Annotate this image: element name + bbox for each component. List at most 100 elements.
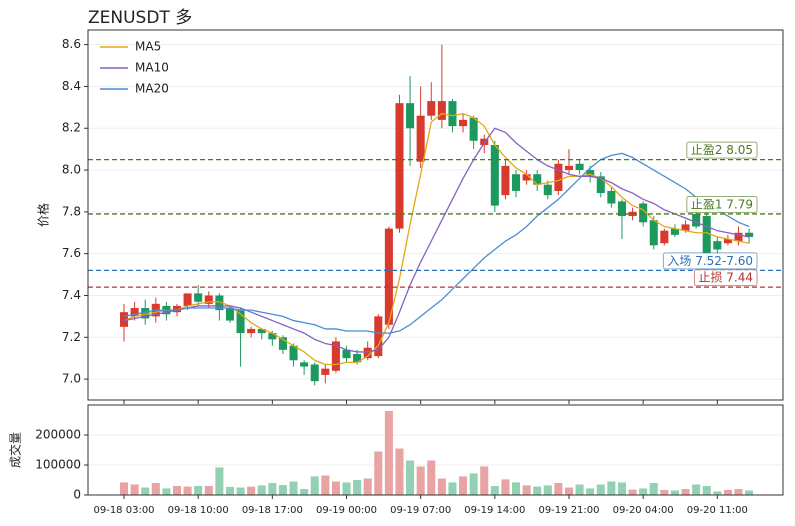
volume-bar bbox=[416, 466, 425, 495]
candle-body bbox=[586, 170, 595, 177]
y-tick-label: 7.4 bbox=[62, 288, 81, 302]
volume-bar bbox=[406, 460, 415, 495]
candle-body bbox=[289, 345, 298, 361]
y-tick-label: 100000 bbox=[35, 458, 81, 472]
candle-body bbox=[448, 101, 457, 127]
level-label: 入场 7.52-7.60 bbox=[667, 254, 753, 268]
candle-body bbox=[511, 174, 521, 191]
x-tick-label: 09-19 21:00 bbox=[538, 505, 599, 516]
volume-bar bbox=[300, 489, 309, 495]
x-tick-label: 09-19 14:00 bbox=[464, 505, 525, 516]
candle-body bbox=[194, 293, 203, 302]
candle-body bbox=[225, 308, 234, 321]
candle-body bbox=[416, 115, 425, 162]
candle-body bbox=[130, 308, 139, 317]
volume-bar bbox=[522, 485, 531, 495]
volume-bar bbox=[130, 484, 139, 495]
y-tick-label: 200000 bbox=[35, 428, 81, 442]
y-tick-label: 7.8 bbox=[62, 204, 81, 218]
candle-body bbox=[670, 228, 679, 235]
candle-body bbox=[321, 368, 330, 375]
volume-bar bbox=[469, 473, 478, 495]
volume-bar bbox=[353, 480, 362, 495]
candle-body bbox=[172, 305, 182, 313]
volume-bar bbox=[692, 484, 701, 495]
volume-bar bbox=[681, 489, 690, 495]
candle-body bbox=[554, 163, 563, 191]
ma-line bbox=[123, 127, 750, 353]
candle-body bbox=[427, 101, 436, 116]
candle-body bbox=[617, 201, 626, 217]
volume-bar bbox=[448, 482, 457, 495]
candle-body bbox=[745, 232, 754, 237]
volume-bar bbox=[501, 479, 510, 495]
candle-body bbox=[141, 308, 150, 319]
candle-body bbox=[533, 174, 542, 185]
x-tick-label: 09-18 03:00 bbox=[93, 505, 154, 516]
y-tick-label: 0 bbox=[73, 488, 81, 502]
candle-body bbox=[204, 295, 213, 304]
y-axis-label: 价格 bbox=[36, 203, 51, 227]
candle-body bbox=[692, 213, 701, 227]
volume-bar bbox=[607, 481, 616, 495]
volume-bar bbox=[649, 483, 658, 495]
volume-bar bbox=[543, 485, 552, 495]
candle-body bbox=[384, 228, 393, 325]
candle-body bbox=[437, 101, 446, 120]
volume-bar bbox=[162, 488, 171, 495]
volume-bar bbox=[310, 476, 319, 495]
level-label: 止盈1 7.79 bbox=[691, 197, 753, 211]
volume-axis-label: 成交量 bbox=[8, 432, 23, 468]
volume-bar bbox=[575, 484, 584, 495]
y-tick-label: 8.6 bbox=[62, 37, 81, 51]
candle-body bbox=[596, 176, 605, 194]
volume-bar bbox=[702, 486, 711, 495]
candle-body bbox=[522, 174, 531, 181]
candle-body bbox=[353, 354, 362, 363]
volume-bar bbox=[183, 486, 192, 495]
ma-line bbox=[123, 112, 750, 366]
candle-body bbox=[639, 203, 648, 223]
volume-bar bbox=[225, 486, 234, 495]
volume-bar bbox=[141, 487, 150, 495]
volume-bar bbox=[268, 483, 277, 495]
x-tick-label: 09-20 04:00 bbox=[613, 505, 674, 516]
level-label-box bbox=[686, 195, 758, 213]
volume-bar bbox=[204, 486, 213, 495]
ma-line bbox=[123, 152, 750, 334]
volume-bar bbox=[289, 481, 298, 495]
candle-body bbox=[183, 293, 192, 306]
candle-body bbox=[119, 312, 129, 327]
volume-bar bbox=[713, 491, 722, 495]
y-tick-label: 7.2 bbox=[62, 330, 81, 344]
candle-body bbox=[723, 239, 732, 244]
volume-bar bbox=[151, 483, 160, 495]
x-tick-label: 09-20 11:00 bbox=[687, 505, 748, 516]
volume-bar bbox=[564, 487, 574, 495]
volume-bar bbox=[119, 482, 129, 495]
candle-body bbox=[660, 230, 669, 244]
legend-label: MA20 bbox=[135, 82, 169, 96]
candle-body bbox=[257, 328, 266, 334]
candle-body bbox=[469, 117, 478, 141]
y-tick-label: 8.0 bbox=[62, 163, 81, 177]
volume-bar bbox=[596, 484, 605, 495]
volume-bar bbox=[257, 485, 266, 495]
volume-bar bbox=[384, 411, 393, 495]
x-tick-label: 09-18 17:00 bbox=[242, 505, 303, 516]
volume-bar bbox=[723, 489, 732, 495]
candle-body bbox=[713, 241, 722, 250]
candle-body bbox=[734, 232, 743, 242]
level-label: 止盈2 8.05 bbox=[691, 143, 753, 157]
volume-bar bbox=[617, 482, 626, 495]
candle-body bbox=[543, 184, 552, 196]
volume-bar bbox=[395, 448, 404, 495]
volume-bar bbox=[459, 476, 468, 495]
candle-body bbox=[215, 295, 224, 311]
volume-bar bbox=[427, 460, 436, 495]
candle-body bbox=[374, 316, 383, 357]
volume-bar bbox=[363, 478, 372, 495]
volume-bar bbox=[734, 489, 743, 495]
